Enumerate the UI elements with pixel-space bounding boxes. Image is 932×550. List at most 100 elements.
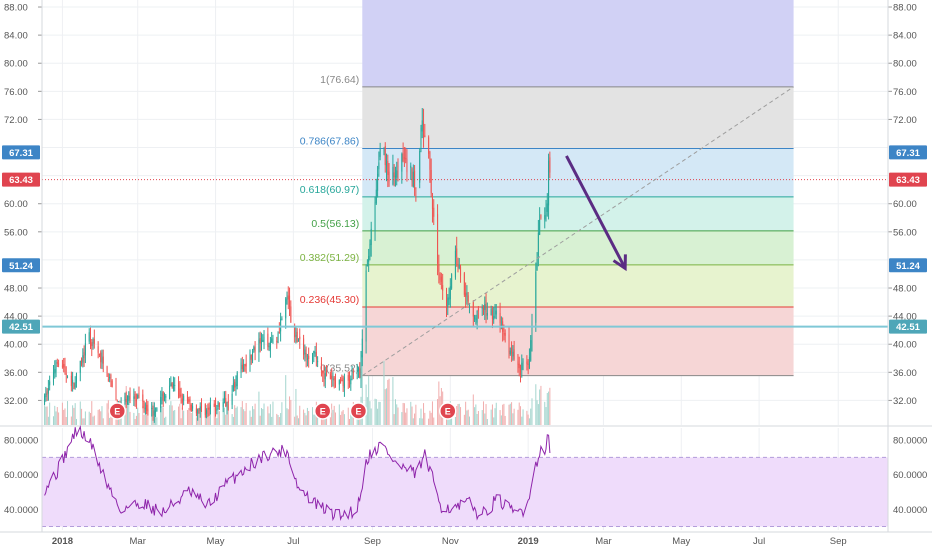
candle-body (437, 214, 439, 264)
candle-body (341, 380, 343, 382)
candle-body (403, 157, 405, 159)
left-price-tick: 60.00 (4, 199, 28, 210)
candle-body (286, 296, 288, 302)
candle-body (84, 343, 86, 356)
volume-bar (138, 413, 140, 425)
volume-bar (101, 406, 103, 425)
candle-body (518, 363, 520, 369)
candle-body (315, 351, 317, 359)
left-oscillator-tick: 40.0000 (4, 505, 38, 516)
volume-bar (226, 413, 228, 425)
candle-body (268, 345, 270, 348)
volume-bar (306, 407, 308, 425)
earnings-marker-icon[interactable] (349, 402, 368, 420)
volume-bar (414, 413, 416, 425)
candle-body (454, 250, 456, 278)
volume-bar (223, 407, 225, 425)
candle-body (102, 356, 104, 364)
volume-bar (540, 385, 542, 425)
candle-body (73, 383, 75, 390)
fib-zone-0.786 (362, 148, 794, 197)
candle-body (468, 305, 470, 307)
earnings-marker-icon[interactable] (439, 402, 457, 420)
candle-body (58, 363, 60, 365)
earnings-marker-icon[interactable] (313, 402, 332, 420)
candle-body (44, 395, 46, 404)
volume-bar (209, 408, 211, 425)
volume-bar (548, 391, 550, 425)
volume-bar (545, 407, 547, 425)
volume-bar (329, 417, 331, 425)
candle-body (394, 175, 396, 178)
time-axis-label: Jul (287, 536, 299, 547)
volume-bar (438, 381, 440, 425)
right-price-tick: 32.00 (893, 396, 917, 407)
fib-retracement[interactable]: 1(76.64) 0.786(67.86) 0.618(60.97) 0.5(56.1… (300, 0, 794, 377)
left-price-tag (2, 258, 40, 273)
volume-bar (260, 407, 262, 425)
volume-bar (49, 402, 51, 425)
candle-body (433, 207, 435, 217)
candle-body (531, 320, 533, 343)
volume-bar (156, 417, 158, 425)
volume-bar (412, 418, 414, 425)
candle-body (269, 341, 271, 350)
candle-body (183, 395, 185, 401)
volume-bar (93, 415, 95, 425)
candle-body (419, 151, 421, 183)
right-price-tag-label: 42.51 (896, 322, 920, 333)
candle-body (519, 365, 522, 374)
candle-body (347, 375, 349, 381)
volume-bar (213, 403, 215, 425)
left-price-tag-label: 51.24 (9, 261, 33, 272)
candle-body (415, 187, 417, 189)
candle-body (296, 331, 298, 343)
candle-body (253, 347, 255, 350)
volume-bar (343, 414, 345, 425)
volume-bar (465, 401, 467, 425)
candle-body (396, 170, 398, 178)
volume-bar (137, 407, 139, 425)
candle-body (295, 335, 297, 337)
volume-bar (388, 378, 390, 425)
earnings-marker-icon[interactable] (108, 402, 127, 420)
volume-bar (155, 416, 157, 425)
volume-bar (342, 409, 344, 425)
candle-body (271, 338, 273, 342)
candle-body (378, 162, 380, 170)
volume-bar (245, 402, 247, 425)
fib-trend-line[interactable] (362, 86, 794, 377)
down-arrow-shaft[interactable] (565, 155, 627, 270)
volume-bar (67, 401, 69, 425)
candle-body (401, 154, 403, 172)
volume-bar (317, 416, 319, 425)
volume-bar (456, 406, 458, 425)
candle-body (227, 401, 229, 403)
candle-body (527, 363, 529, 365)
right-price-tick: 36.00 (893, 368, 917, 379)
volume-bar (84, 411, 86, 425)
candle-body (343, 377, 345, 388)
time-axis-label: 2018 (52, 536, 73, 547)
oscillator-panel (0, 424, 932, 533)
volume-bar (56, 407, 58, 425)
down-arrow-head[interactable] (612, 254, 627, 272)
overlays[interactable] (42, 86, 888, 377)
candle-body (88, 332, 90, 342)
fib-zone-0.618 (362, 196, 794, 231)
time-axis-label: May (672, 536, 690, 547)
candle-body (368, 255, 370, 262)
right-price-tick: 88.00 (893, 3, 917, 14)
volume-bar (234, 405, 236, 425)
candle-body (326, 370, 328, 376)
volume-bar (236, 406, 238, 425)
candle-body (375, 189, 377, 204)
volume-bar (457, 404, 459, 425)
candle-body (360, 356, 362, 382)
left-price-tick: 48.00 (4, 284, 28, 295)
volume-bar (110, 409, 112, 425)
candle-body (134, 393, 136, 399)
